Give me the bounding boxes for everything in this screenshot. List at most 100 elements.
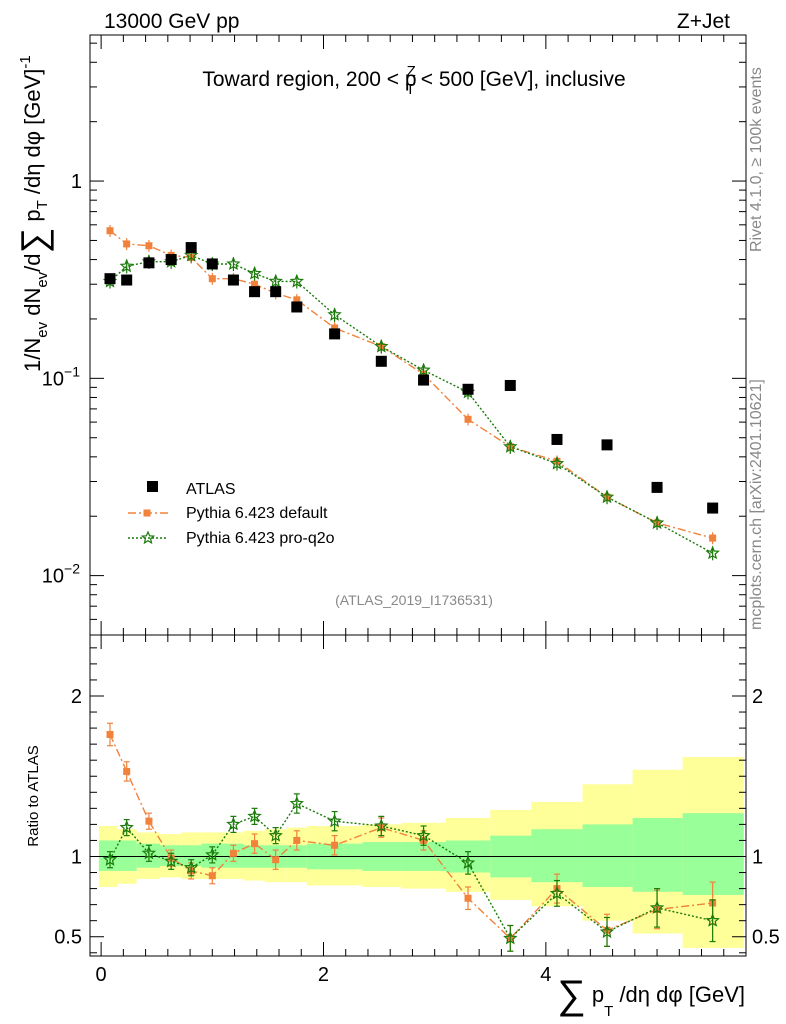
ratio-frame [89,634,747,957]
y-tick-label: 10−2 [42,561,80,588]
ratio-marker-default [331,841,339,849]
ratio-marker-proq2o [247,808,262,823]
marker-atlas [418,374,430,386]
marker-atlas [227,274,239,286]
x-tick-label: 4 [540,964,551,986]
ratio-marker-proq2o [374,818,389,833]
ratio-y-tick-label: 1 [71,846,82,868]
legend-marker-atlas [147,481,158,492]
x-axis-label: ∑ pT /dη dφ [GeV] [557,973,745,1020]
legend: ATLAS Pythia 6.423 default Pythia 6.423 … [128,481,335,547]
legend-marker-default [143,509,151,517]
marker-default [293,296,301,304]
ratio-marker-proq2o [184,860,199,874]
ratio-marks [102,722,720,952]
plot-title: Toward region, 200 < pZ T < 500 [GeV], in… [202,63,625,98]
ratio-ylabel: Ratio to ATLAS [25,745,42,846]
marker-proq2o [184,247,199,262]
marker-proq2o [289,273,304,288]
marker-proq2o [503,439,518,453]
ratio-marker-proq2o [164,853,179,868]
ratio-marker-default [272,856,280,864]
marker-atlas [375,355,387,367]
marker-default [464,415,472,423]
marker-atlas [291,301,303,313]
x-tick-label: 0 [96,964,107,986]
marker-atlas [249,286,261,298]
band-inner [117,840,137,871]
ratio-marker-proq2o [268,828,283,842]
marker-proq2o [268,273,283,288]
marker-atlas [462,383,474,395]
ratio-marker-proq2o [705,913,720,927]
marker-atlas [143,257,155,269]
legend-label-default: Pythia 6.423 default [186,505,328,522]
ratio-marker-default [293,836,301,844]
marker-proq2o [119,258,134,273]
marker-default [106,227,114,235]
ratio-marker-default [208,872,216,880]
ratio-marker-default [123,767,131,775]
band-inner [181,845,202,867]
ratio-y-tick-label-right: 0.5 [752,927,780,949]
ratio-y-tick-label-right: 1 [752,846,763,868]
marker-atlas [551,433,563,445]
marker-default [123,240,131,248]
header-left: 13000 GeV pp [104,10,239,33]
ratio-marker-proq2o [503,930,518,945]
band-inner [531,829,583,883]
main-marks [102,224,720,561]
ratio-marker-default [145,817,153,825]
marker-default [709,534,717,542]
marker-proq2o [649,515,665,530]
ratio-marker-proq2o [205,847,220,861]
band-inner [98,840,118,871]
ratio-y-tick-label-right: 2 [752,686,763,708]
marker-default [331,324,339,332]
marker-atlas [651,481,663,493]
legend-marker-proq2o [140,530,156,545]
band-inner [682,813,744,896]
ratio-marker-proq2o [327,813,342,828]
main-panel: 10−2 10−1 1 Toward region, 200 < pZ T < 500… [13,34,747,636]
ratio-ticks: 0.5 0.5 1 1 2 2 0 2 4 [54,635,780,986]
ratio-marker-proq2o [549,885,565,900]
y-tick-label: 1 [71,171,82,193]
ratio-y-tick-label: 2 [71,686,82,708]
analysis-label: (ATLAS_2019_I1736531) [335,592,493,608]
marker-proq2o [374,338,389,353]
marker-atlas [329,328,341,340]
marker-atlas [601,439,613,451]
ratio-y-tick-label: 0.5 [54,927,82,949]
ratio-marker-proq2o [599,924,615,939]
marker-default [145,242,153,250]
rivet-label: Rivet 4.1.0, ≥ 100k events [748,67,765,252]
x-tick-label: 2 [318,964,329,986]
marker-default [208,275,216,283]
marker-proq2o [416,362,431,377]
marker-atlas [504,379,516,391]
mcplots-label: mcplots.cern.ch [arXiv:2401.10621] [748,379,765,630]
band-inner [632,817,683,892]
marker-atlas [121,274,133,286]
legend-label-atlas: ATLAS [186,481,236,498]
marker-atlas [270,286,282,298]
ratio-bands [90,756,746,948]
marker-proq2o [549,455,565,470]
main-ticks: 10−2 10−1 1 [42,35,746,636]
marker-proq2o [327,307,342,321]
ratio-marker-proq2o [460,855,476,870]
ratio-marker-proq2o [141,845,157,860]
marker-atlas [707,502,719,514]
y-tick-label: 10−1 [42,363,80,390]
marker-atlas [104,273,116,285]
ratio-panel: 0.5 0.5 1 1 2 2 0 2 4 Ratio to ATLAS ∑ pT /dη dφ… [25,634,780,1020]
ratio-marker-proq2o [649,900,665,914]
main-ylabel: 1/Nev dNev/d∑ pT /dη dφ [GeV]-1 [13,55,54,372]
marker-proq2o [705,545,720,560]
marker-default [251,280,259,288]
marker-proq2o [247,265,262,280]
marker-proq2o [226,256,241,271]
ratio-marker-default [464,894,472,902]
